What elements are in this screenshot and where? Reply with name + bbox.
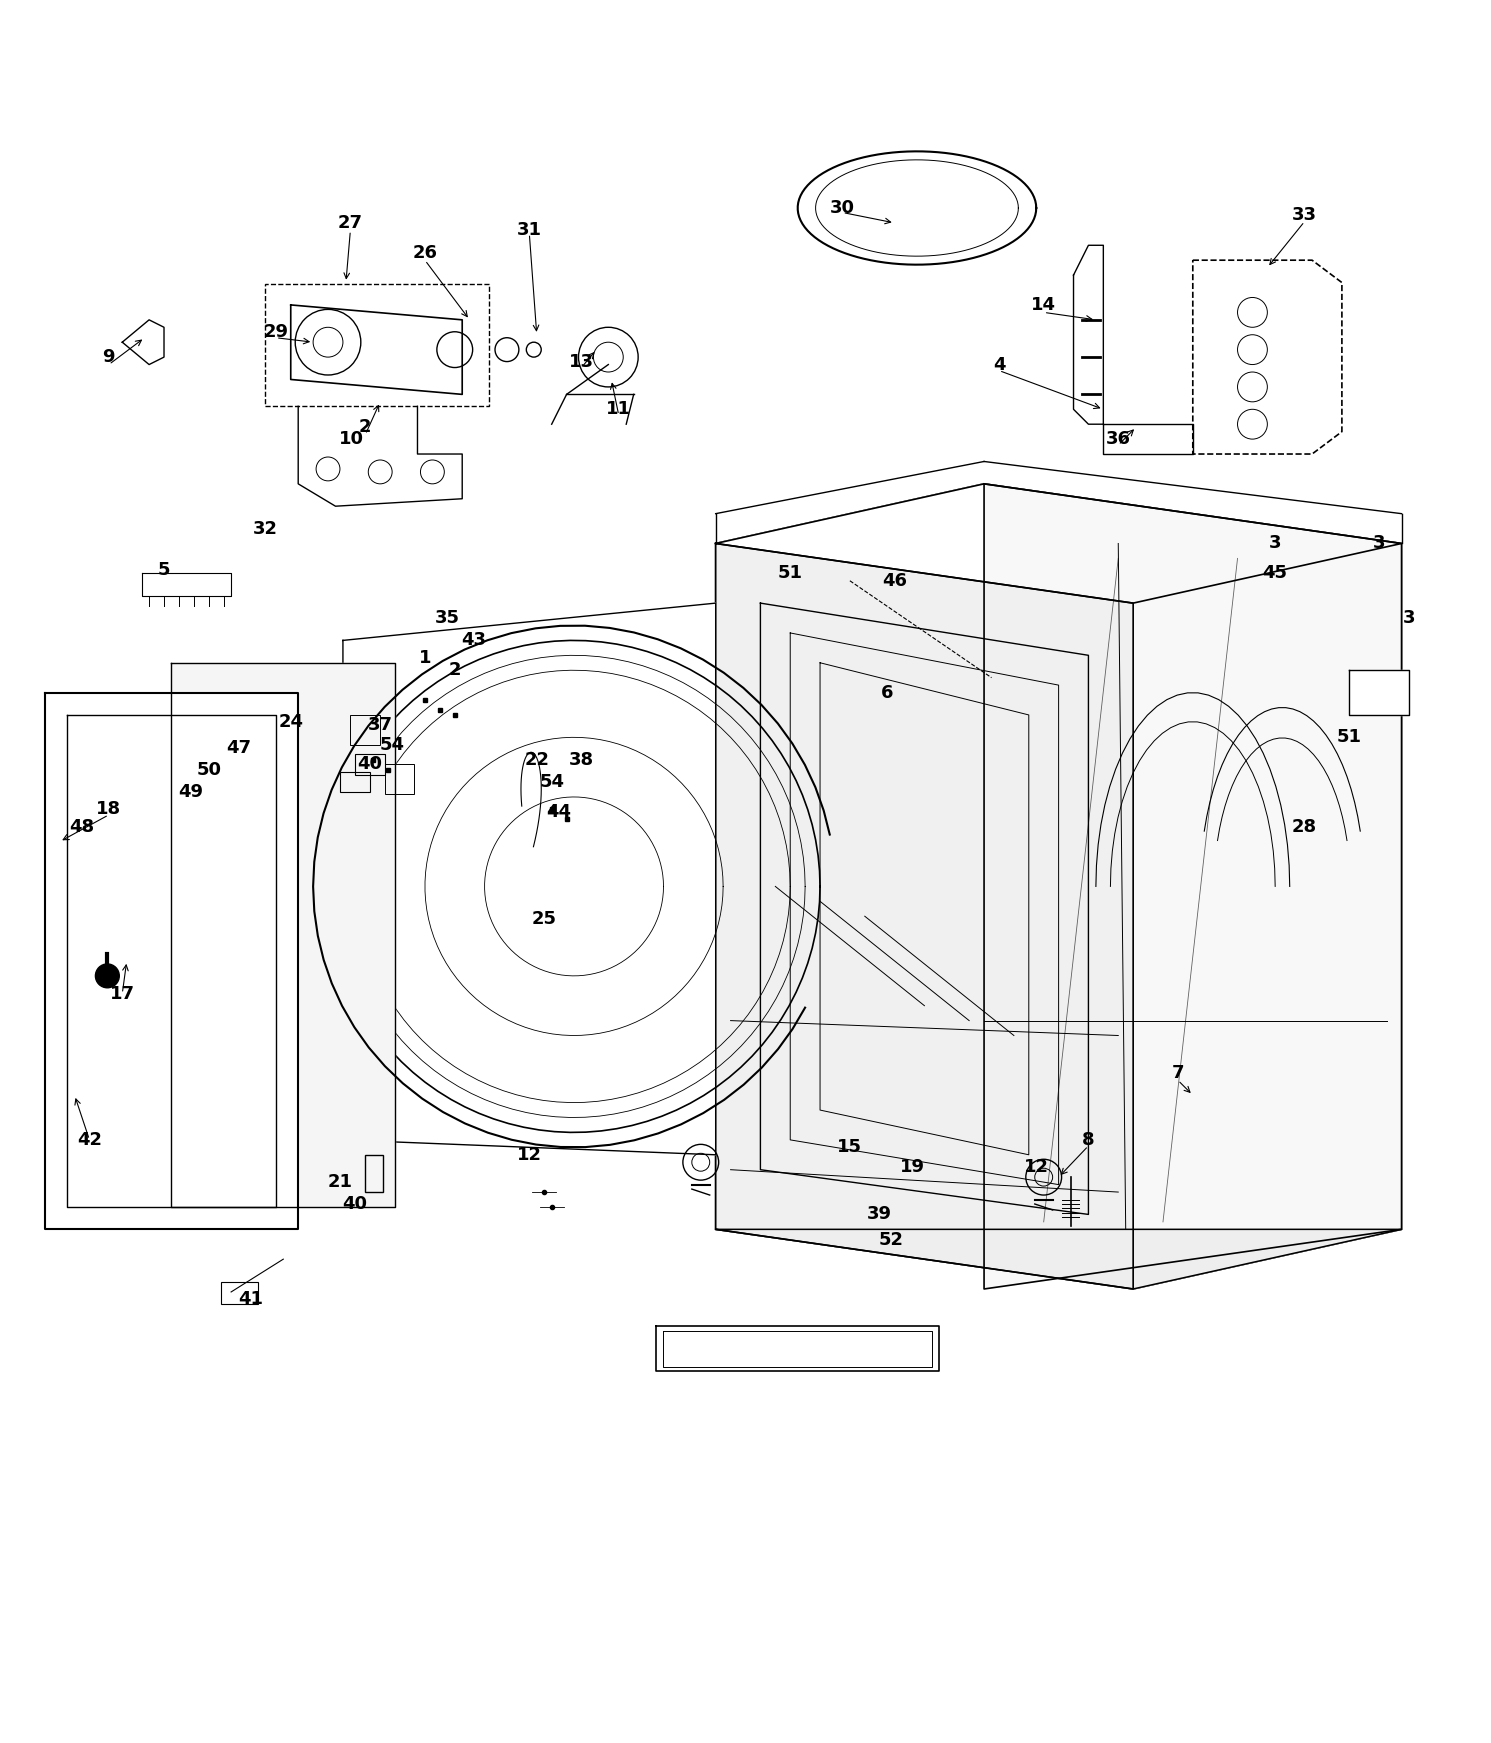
Text: 1: 1 (419, 650, 431, 668)
Text: 15: 15 (838, 1138, 862, 1156)
Text: 51: 51 (1337, 729, 1361, 746)
Bar (385, 763, 414, 795)
Text: 17: 17 (110, 985, 134, 1002)
Text: 37: 37 (368, 716, 392, 734)
Bar (221, 1281, 258, 1304)
Text: 19: 19 (901, 1157, 924, 1177)
Polygon shape (1349, 671, 1409, 715)
Text: 24: 24 (279, 713, 303, 732)
Text: 50: 50 (197, 762, 221, 779)
Text: 6: 6 (881, 683, 893, 702)
Text: 52: 52 (880, 1231, 904, 1248)
Text: 2: 2 (359, 418, 371, 436)
Text: 27: 27 (338, 214, 362, 232)
Text: 28: 28 (1293, 817, 1317, 837)
Polygon shape (343, 603, 716, 1156)
Text: 41: 41 (239, 1290, 262, 1309)
Polygon shape (1103, 424, 1193, 453)
Text: 29: 29 (264, 322, 288, 342)
Polygon shape (716, 544, 1133, 1290)
Text: 26: 26 (413, 244, 437, 261)
Text: 43: 43 (462, 631, 486, 650)
Polygon shape (1193, 260, 1342, 453)
Bar (350, 715, 380, 744)
Text: 48: 48 (70, 817, 94, 837)
Polygon shape (171, 662, 395, 1206)
Text: 35: 35 (435, 608, 459, 627)
Text: 12: 12 (1024, 1157, 1048, 1177)
Circle shape (95, 964, 119, 988)
Text: 46: 46 (883, 572, 907, 589)
Text: 21: 21 (328, 1173, 352, 1190)
Text: 30: 30 (830, 199, 854, 218)
Text: 4: 4 (993, 356, 1005, 373)
Text: 8: 8 (1082, 1131, 1094, 1149)
Bar (365, 1156, 383, 1192)
Text: 18: 18 (97, 800, 121, 817)
Text: 51: 51 (778, 565, 802, 582)
Bar (340, 772, 370, 793)
Text: 2: 2 (449, 661, 461, 680)
Text: 47: 47 (227, 739, 250, 756)
Bar (355, 753, 385, 774)
Text: 54: 54 (380, 736, 404, 753)
Text: 45: 45 (1263, 565, 1287, 582)
Text: 49: 49 (179, 783, 203, 802)
Text: 38: 38 (570, 751, 593, 769)
Text: 40: 40 (358, 755, 382, 774)
Text: 9: 9 (103, 349, 115, 366)
Text: 40: 40 (343, 1196, 367, 1213)
Text: 39: 39 (868, 1206, 892, 1224)
Polygon shape (298, 406, 462, 505)
Text: 12: 12 (517, 1145, 541, 1164)
Polygon shape (45, 692, 298, 1229)
Text: 44: 44 (547, 804, 571, 821)
Text: 3: 3 (1403, 608, 1415, 627)
Text: 14: 14 (1032, 296, 1056, 314)
Text: 32: 32 (253, 519, 277, 537)
Text: 31: 31 (517, 221, 541, 239)
Text: 13: 13 (570, 352, 593, 371)
Polygon shape (984, 485, 1402, 1290)
Text: 33: 33 (1293, 206, 1317, 225)
Text: 54: 54 (540, 774, 564, 791)
Text: 22: 22 (525, 751, 549, 769)
Bar (265, 284, 489, 406)
Text: 3: 3 (1373, 535, 1385, 553)
Polygon shape (656, 1326, 939, 1372)
Text: 42: 42 (78, 1131, 101, 1149)
Polygon shape (716, 485, 1402, 603)
Text: 5: 5 (158, 561, 170, 579)
Polygon shape (1074, 246, 1103, 424)
Polygon shape (291, 305, 462, 394)
Text: 25: 25 (532, 910, 556, 929)
Text: 36: 36 (1106, 431, 1130, 448)
Text: 10: 10 (340, 431, 364, 448)
Polygon shape (716, 1229, 1402, 1290)
Text: 11: 11 (607, 401, 631, 418)
Text: 3: 3 (1269, 535, 1281, 553)
Text: 7: 7 (1172, 1063, 1184, 1082)
